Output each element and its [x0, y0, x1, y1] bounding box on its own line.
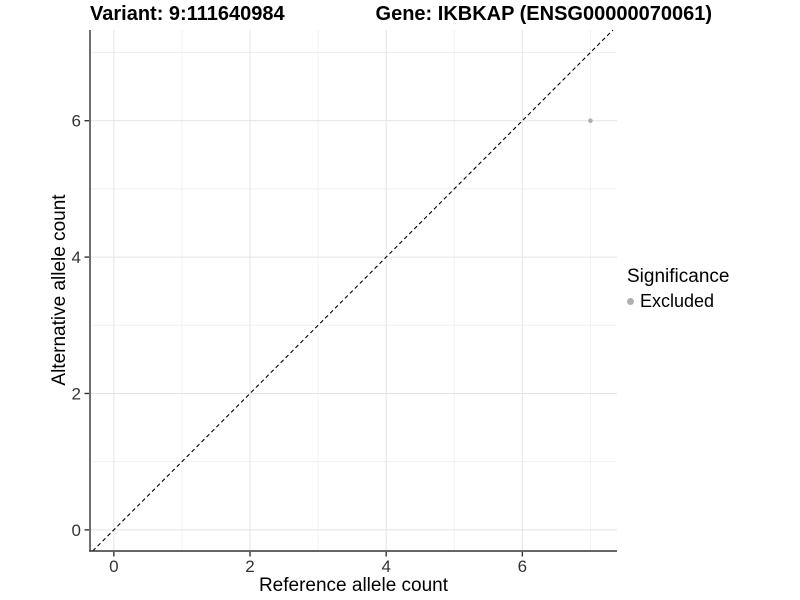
data-point	[588, 118, 593, 123]
identity-reference-line	[92, 29, 614, 552]
y-tick-label: 0	[72, 521, 81, 540]
legend-item-excluded: Excluded	[627, 291, 729, 311]
x-tick-label: 0	[109, 557, 118, 576]
x-tick-label: 2	[245, 557, 254, 576]
x-tick-label: 6	[518, 557, 527, 576]
gene-title: Gene: IKBKAP (ENSG00000070061)	[375, 3, 712, 25]
plot-title: Variant: 9:111640984 Gene: IKBKAP (ENSG0…	[0, 3, 800, 25]
y-tick-label: 4	[72, 248, 81, 267]
y-tick-label: 6	[72, 112, 81, 131]
x-axis-title: Reference allele count	[258, 575, 449, 596]
variant-title: Variant: 9:111640984	[90, 3, 285, 25]
legend: Significance Excluded	[627, 265, 729, 311]
legend-point-swatch	[627, 297, 634, 305]
legend-title: Significance	[627, 266, 730, 287]
legend-item-label: Excluded	[640, 291, 715, 311]
y-tick-label: 2	[72, 384, 81, 403]
x-tick-label: 4	[381, 557, 390, 576]
y-axis-title: Alternative allele count	[49, 194, 70, 386]
